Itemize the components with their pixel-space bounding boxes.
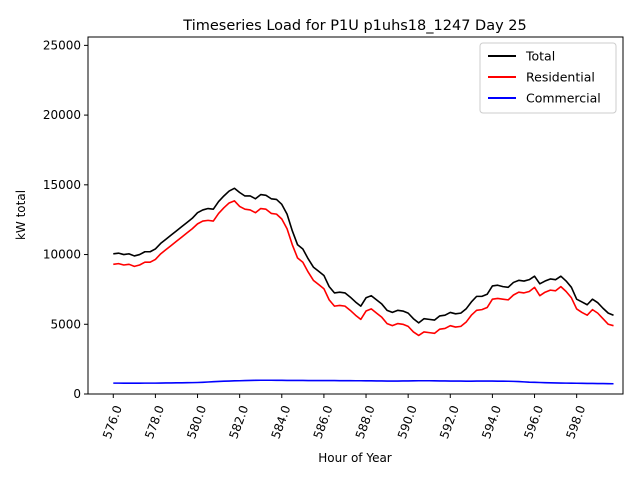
y-tick-label: 25000 [43, 38, 81, 52]
chart-title: Timeseries Load for P1U p1uhs18_1247 Day… [182, 18, 526, 34]
y-tick-label: 5000 [50, 317, 81, 331]
y-tick-label: 20000 [43, 108, 81, 122]
y-axis: 0 5000 10000 15000 20000 25000 [43, 38, 88, 401]
legend-box [479, 42, 617, 114]
y-axis-title: kW total [14, 190, 28, 240]
plot-content [113, 187, 614, 385]
series-line-commercial [113, 379, 614, 385]
series-line-total [113, 187, 614, 324]
x-axis-title: Hour of Year [318, 451, 392, 465]
legend-label-total: Total [525, 49, 555, 64]
plot-frame [87, 36, 624, 395]
legend: Total Residential Commercial [479, 42, 617, 114]
legend-label-commercial: Commercial [526, 91, 601, 106]
y-tick-label: 15000 [43, 178, 81, 192]
y-tick-label: 0 [73, 387, 81, 401]
y-tick-label: 10000 [43, 248, 81, 262]
legend-label-residential: Residential [526, 70, 595, 85]
series-line-residential [113, 200, 614, 337]
